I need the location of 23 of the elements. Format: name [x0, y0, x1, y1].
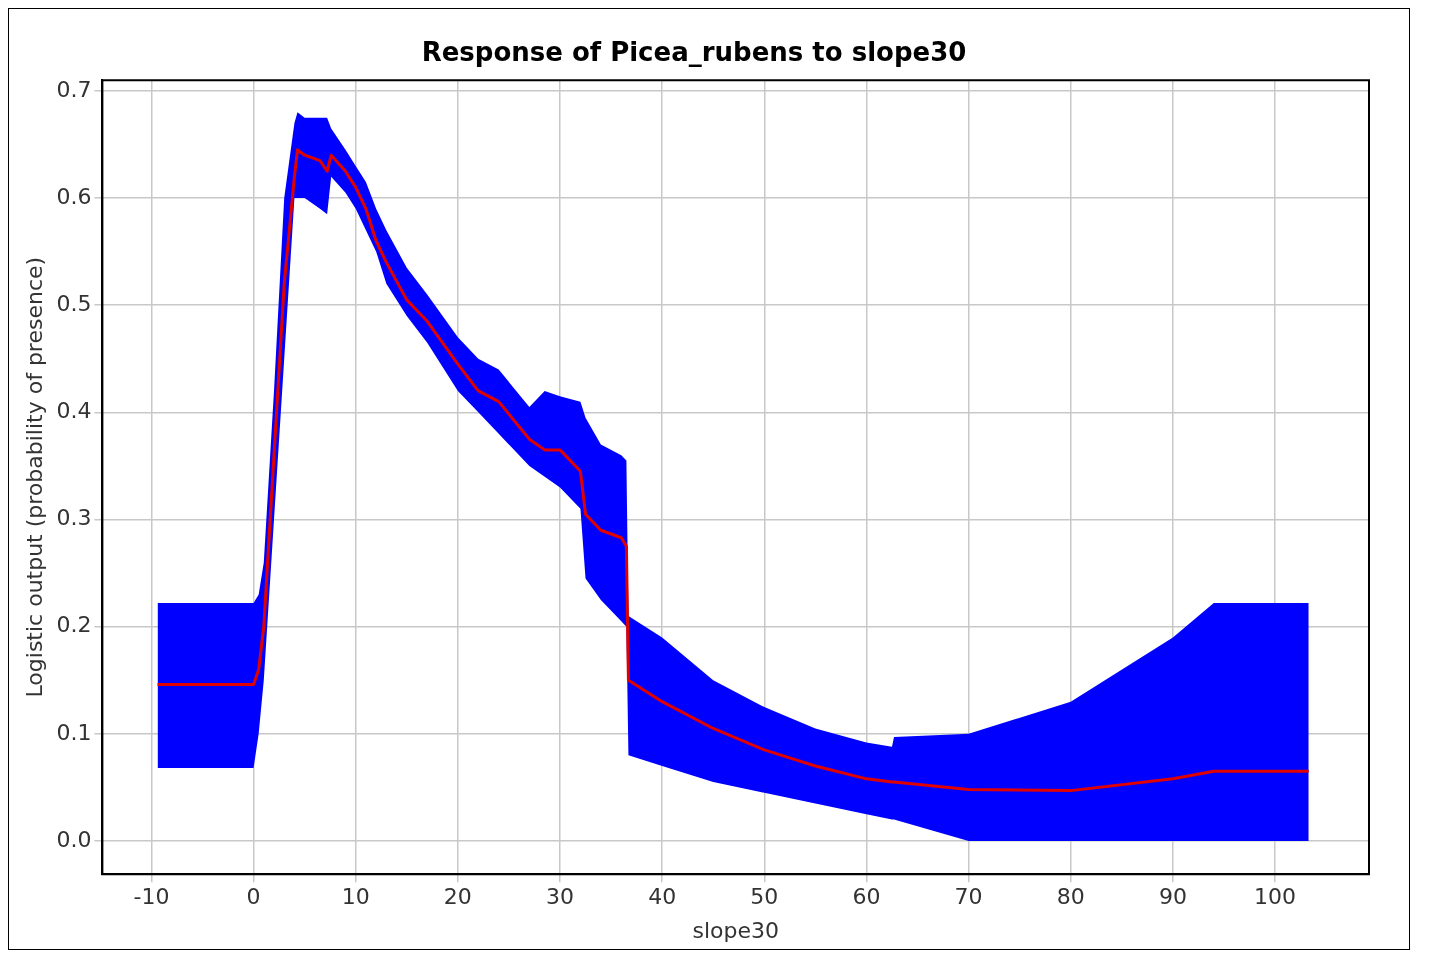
x-tick-label: 60: [852, 884, 881, 910]
x-tick-label: 50: [750, 884, 779, 910]
x-tick-label: -10: [133, 884, 170, 910]
x-tick-label: 30: [546, 884, 574, 910]
y-tick-label: 0.4: [56, 398, 92, 424]
x-tick-label: 20: [443, 884, 472, 910]
x-tick-label: 10: [341, 884, 370, 910]
chart-title: Response of Picea_rubens to slope30: [421, 37, 967, 68]
y-tick-label: 0.1: [56, 719, 92, 745]
y-tick-label: 0.0: [56, 826, 92, 852]
x-tick-label: 0: [246, 884, 261, 910]
x-tick-label: 70: [954, 884, 983, 910]
y-tick-label: 0.5: [56, 290, 92, 316]
y-tick-label: 0.2: [56, 612, 92, 638]
x-tick-label: 40: [648, 884, 677, 910]
x-tick-label: 80: [1056, 884, 1085, 910]
y-tick-label: 0.3: [56, 505, 92, 531]
x-axis-title: slope30: [692, 917, 779, 943]
x-tick-label: 90: [1158, 884, 1187, 910]
x-tick-label: 100: [1254, 884, 1297, 910]
y-tick-label: 0.6: [56, 183, 92, 209]
y-tick-label: 0.7: [56, 76, 92, 102]
y-axis-title: Logistic output (probability of presence): [21, 256, 47, 698]
